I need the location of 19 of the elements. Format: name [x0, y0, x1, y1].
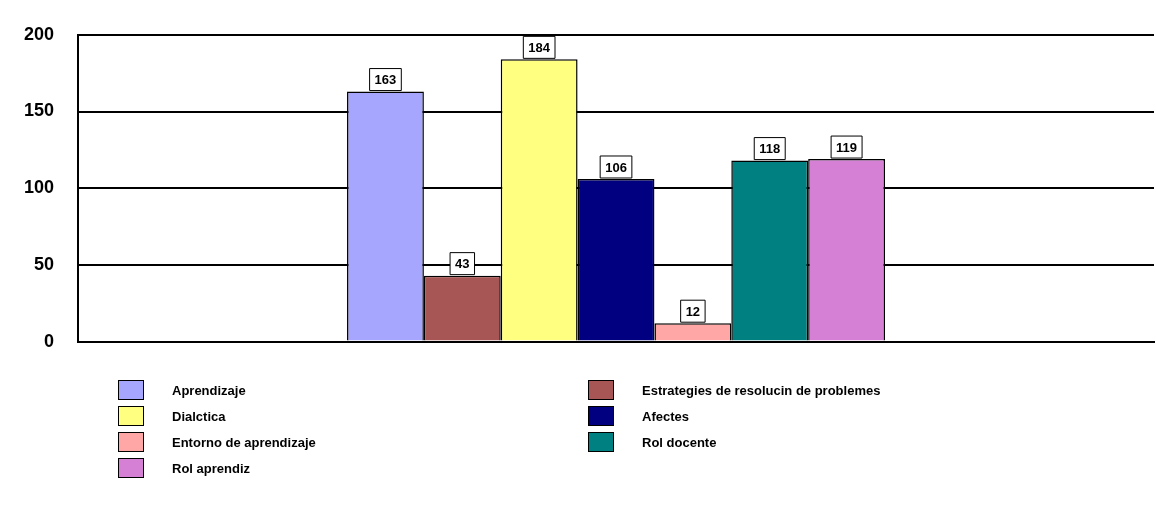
- data-label: 118: [759, 141, 781, 157]
- legend-label: Dialctica: [172, 408, 226, 424]
- y-tick-label: 50: [34, 253, 55, 274]
- legend-label: Entorno de aprendizaje: [172, 434, 316, 450]
- y-tick-label: 200: [23, 23, 55, 44]
- legend-label: Rol aprendiz: [172, 460, 251, 476]
- y-tick-label: 150: [23, 100, 55, 121]
- legend-label: Rol docente: [642, 434, 717, 450]
- data-label: 163: [374, 72, 397, 88]
- legend-label: Afectes: [642, 408, 689, 424]
- data-label: 119: [836, 139, 858, 155]
- legend-label: Aprendizaje: [172, 382, 246, 398]
- legend-label: Estrategies de resolucin de problemes: [642, 382, 881, 398]
- y-tick-label: 100: [23, 177, 55, 198]
- data-label: 12: [685, 303, 701, 319]
- y-tick-label: 0: [44, 330, 55, 351]
- data-label: 184: [528, 39, 551, 55]
- data-label: 106: [605, 159, 627, 175]
- data-label: 43: [455, 256, 470, 272]
